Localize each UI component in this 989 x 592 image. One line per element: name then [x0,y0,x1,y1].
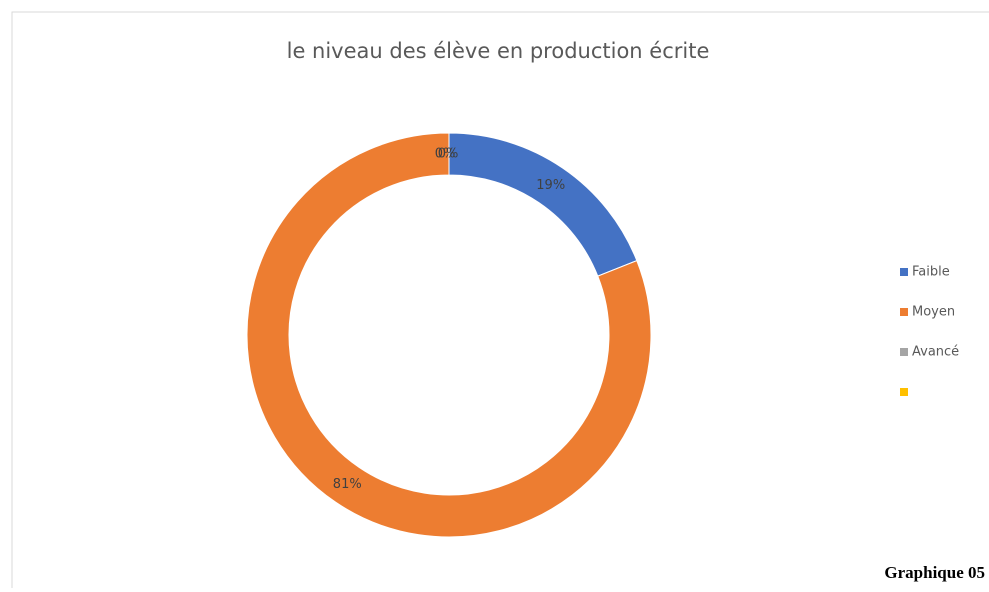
donut-segment [246,132,652,538]
legend-swatch [900,308,908,316]
data-label: 19% [536,178,565,193]
legend-swatch [900,268,908,276]
legend-swatch [900,348,908,356]
caption: Graphique 05 [884,563,985,582]
legend-label: Moyen [912,305,955,320]
data-label: 81% [333,477,362,492]
chart-title: le niveau des élève en production écrite [287,39,710,63]
legend-swatch [900,388,908,396]
data-label: 0% [435,147,456,162]
legend-label: Faible [912,265,950,280]
legend-label: Avancé [912,345,959,360]
data-label: 0% [438,147,459,162]
